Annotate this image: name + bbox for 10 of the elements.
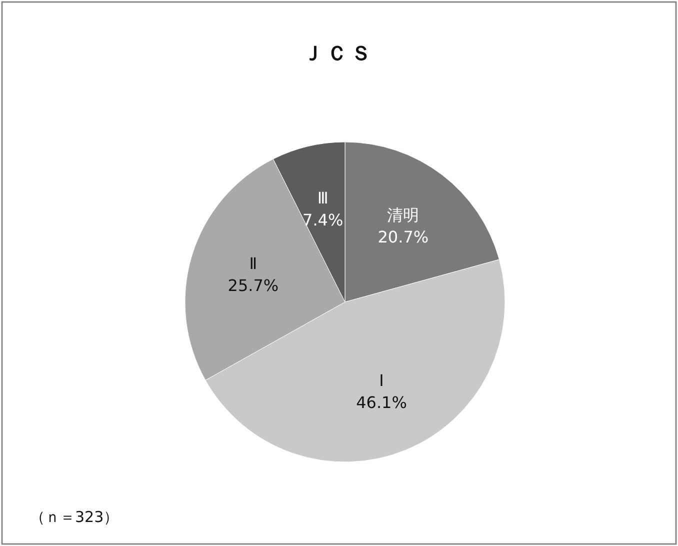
slice-label: Ⅰ — [379, 370, 384, 390]
data-label: 46.1% — [356, 392, 407, 412]
data-label: 20.7% — [378, 228, 429, 247]
data-label: 7.4% — [302, 210, 344, 230]
slice-label: Ⅱ — [249, 254, 258, 273]
chart-title: ＪＣＳ — [303, 41, 375, 65]
text: （ｎ＝323） — [30, 508, 119, 526]
data-label: 25.7% — [228, 276, 279, 295]
slice-label: Ⅲ — [317, 188, 328, 208]
slice-label: 清明 — [387, 206, 420, 225]
